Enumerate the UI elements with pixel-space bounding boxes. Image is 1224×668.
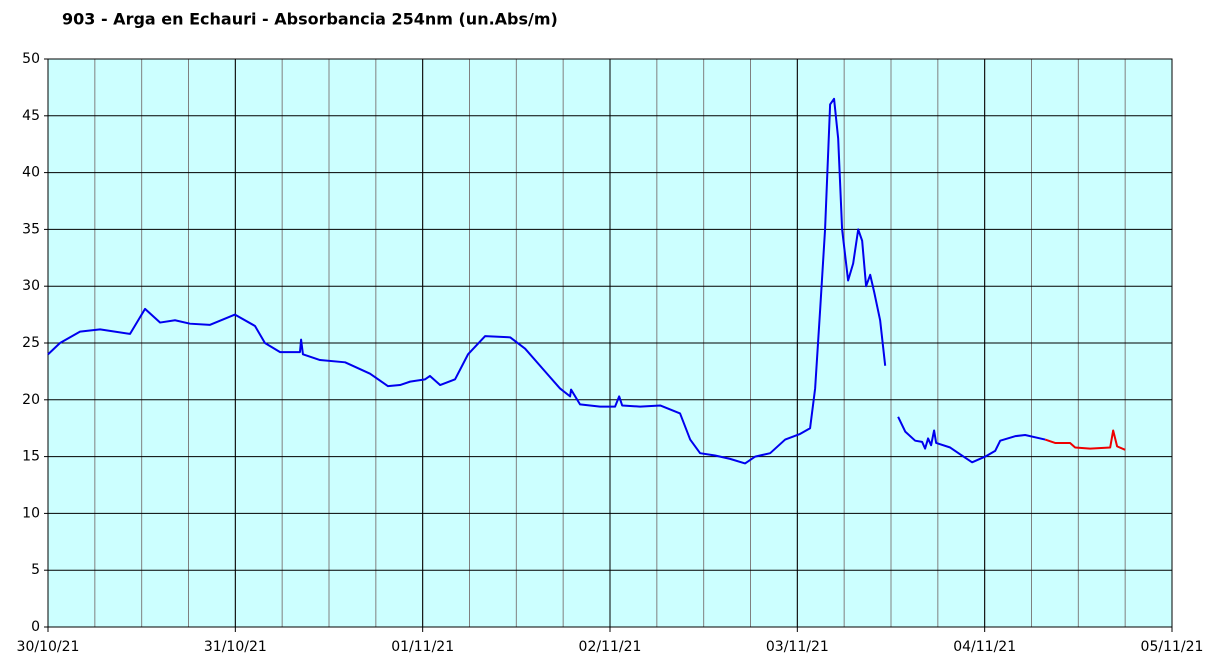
y-tick-label: 15 bbox=[22, 449, 40, 465]
y-tick-label: 45 bbox=[22, 108, 40, 124]
y-tick-label: 30 bbox=[22, 278, 40, 294]
data-line bbox=[47, 97, 1046, 465]
y-tick-label: 20 bbox=[22, 392, 40, 408]
x-tick-label: 05/11/21 bbox=[1141, 639, 1204, 655]
x-tick-label: 31/10/21 bbox=[204, 639, 267, 655]
x-tick-label: 02/11/21 bbox=[579, 639, 642, 655]
x-tick-label: 03/11/21 bbox=[766, 639, 829, 655]
y-tick-label: 35 bbox=[22, 221, 40, 237]
x-tick-label: 30/10/21 bbox=[17, 639, 80, 655]
plot-border bbox=[47, 58, 1173, 628]
y-tick-label: 5 bbox=[31, 562, 40, 578]
y-tick-label: 10 bbox=[22, 505, 40, 521]
y-tick-label: 25 bbox=[22, 335, 40, 351]
y-tick-label: 50 bbox=[22, 51, 40, 67]
data-line bbox=[1044, 429, 1126, 451]
x-tick-label: 01/11/21 bbox=[391, 639, 454, 655]
chart-title: 903 - Arga en Echauri - Absorbancia 254n… bbox=[62, 10, 558, 29]
x-tick-label: 04/11/21 bbox=[953, 639, 1016, 655]
y-tick-label: 40 bbox=[22, 165, 40, 181]
y-tick-label: 0 bbox=[31, 619, 40, 635]
